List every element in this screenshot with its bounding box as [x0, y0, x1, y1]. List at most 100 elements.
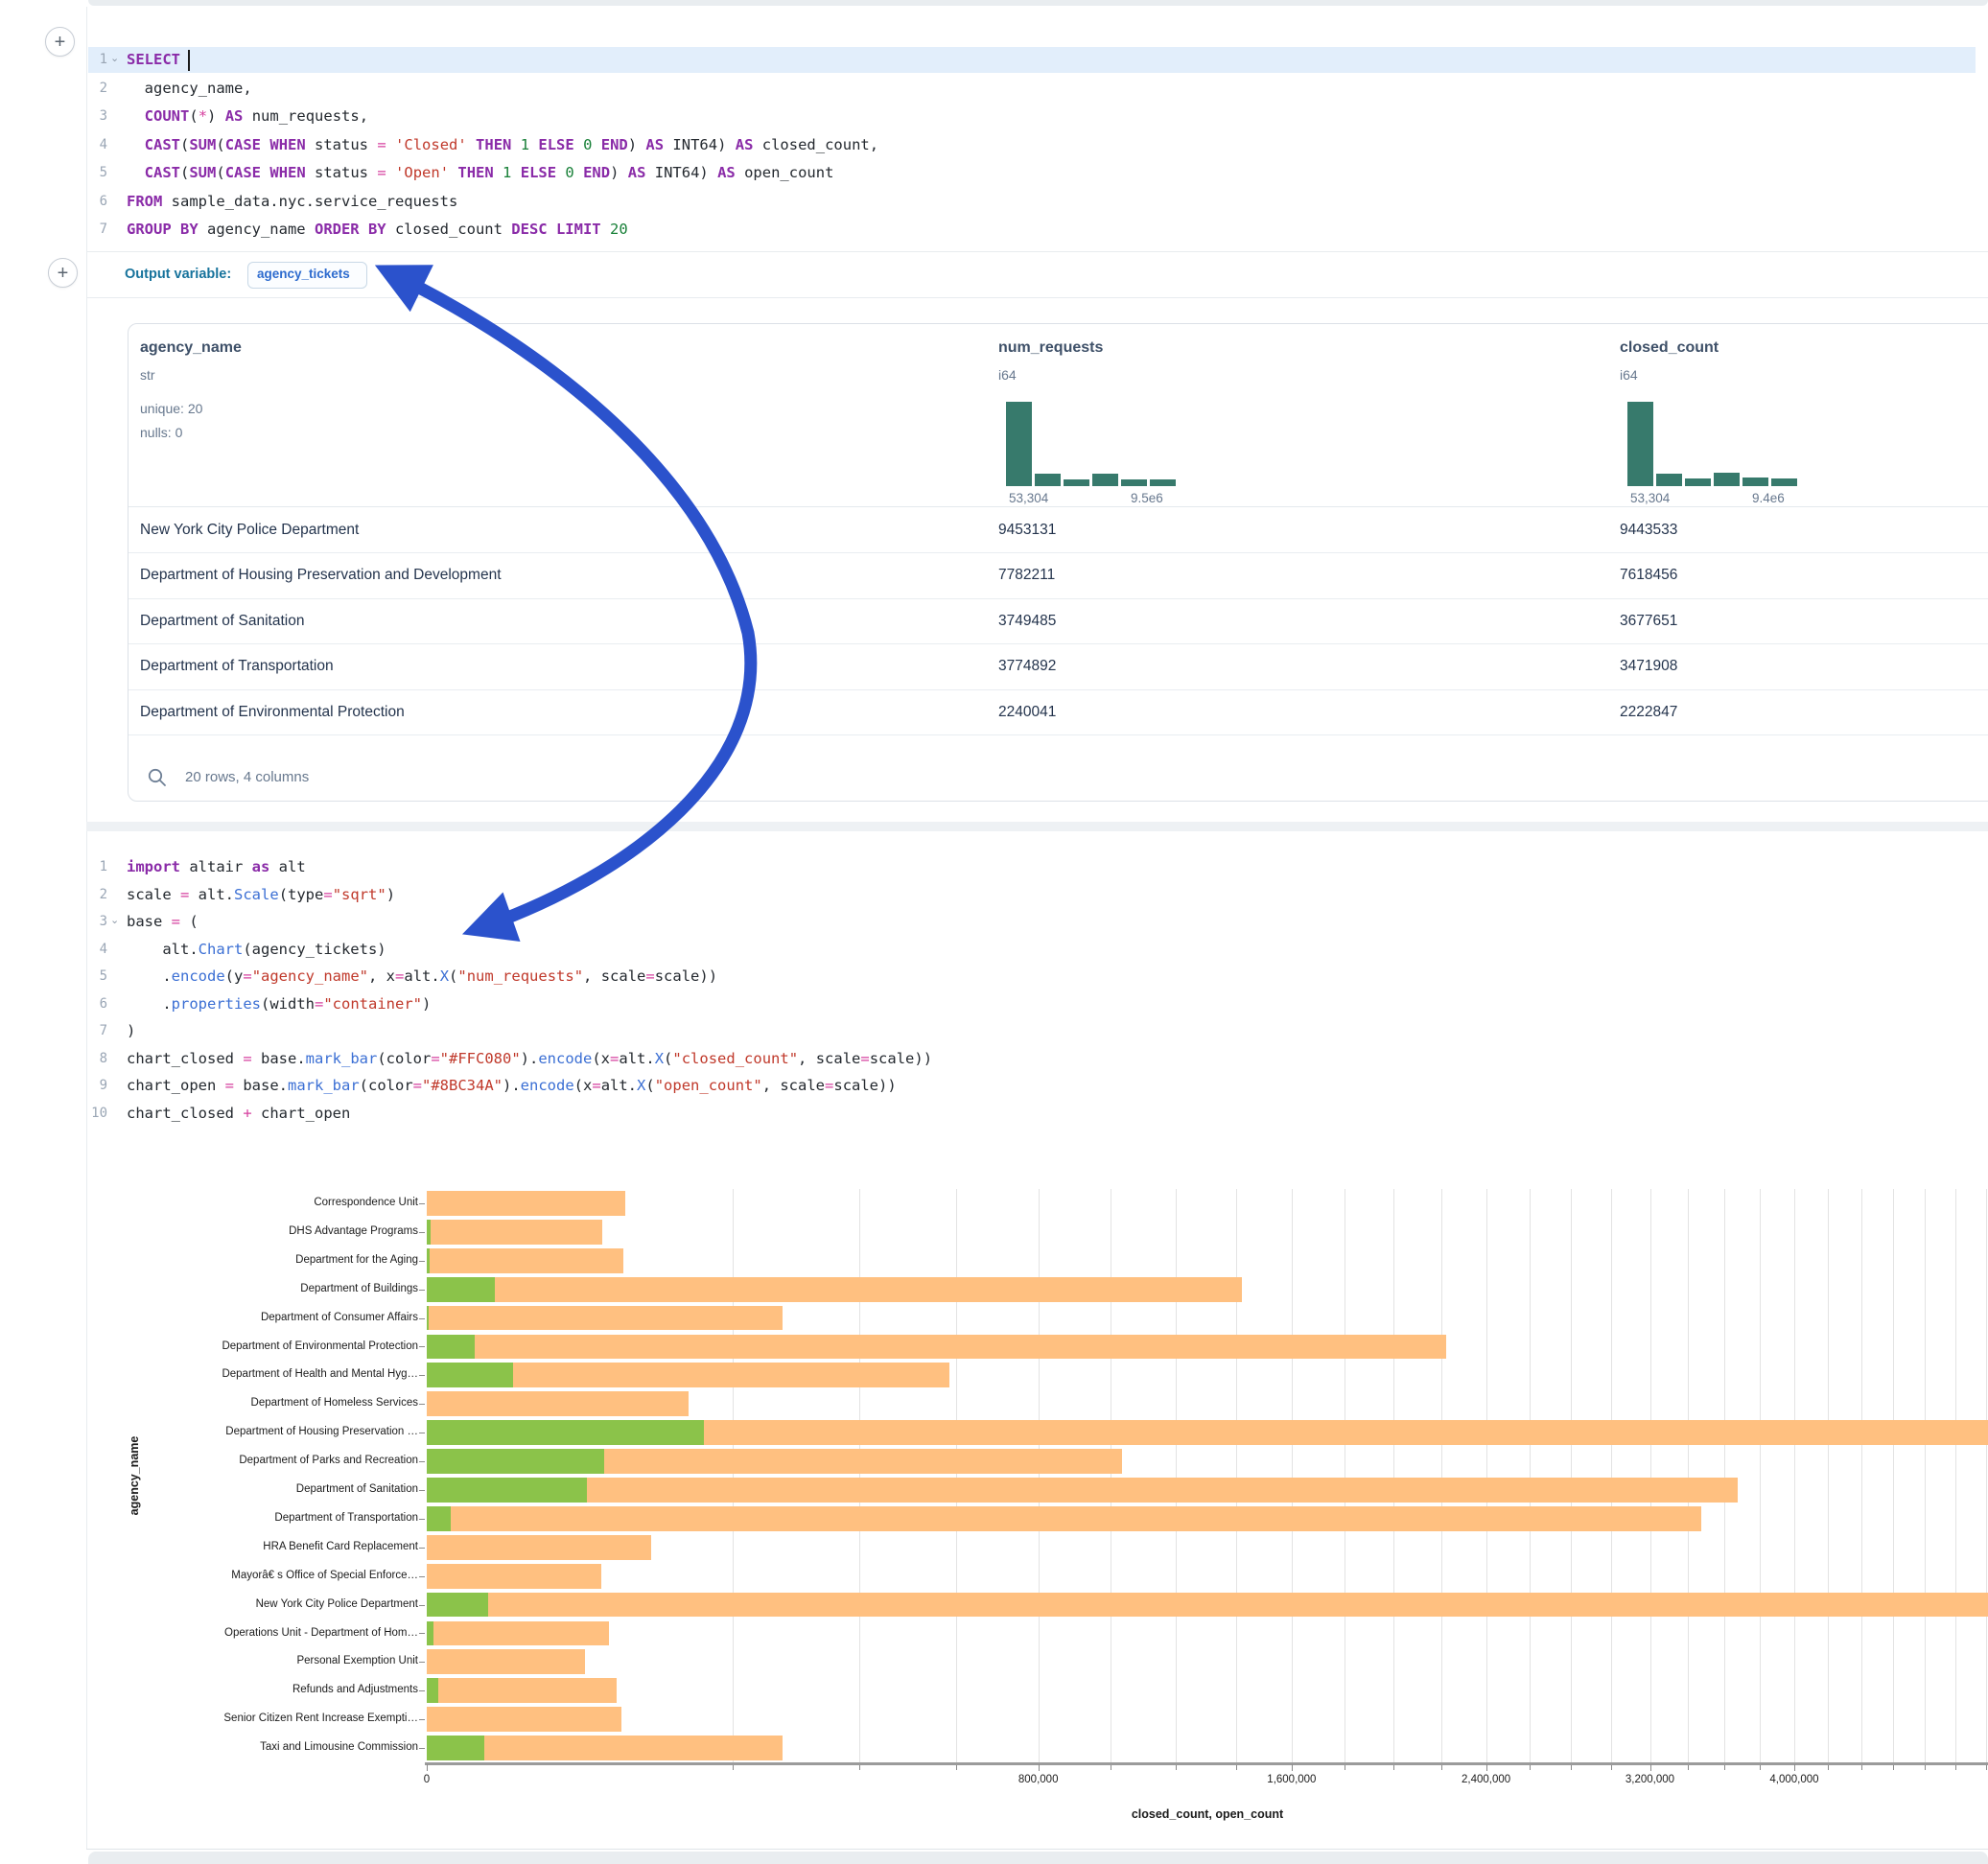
bar-closed-count	[427, 1534, 652, 1560]
x-axis-minor-tick	[858, 1764, 860, 1770]
sql-code-line[interactable]: GROUP BY agency_name ORDER BY closed_cou…	[127, 216, 628, 244]
sql-code-line[interactable]: FROM sample_data.nyc.service_requests	[127, 188, 457, 216]
py-code-line[interactable]: )	[127, 1017, 135, 1045]
y-axis-tick	[419, 1489, 425, 1491]
py-token-fn: Chart	[198, 940, 244, 958]
sql-code-line[interactable]: SELECT	[127, 46, 180, 74]
py-code-line[interactable]: scale = alt.Scale(type="sqrt")	[127, 881, 395, 909]
py-code-line[interactable]: chart_closed = base.mark_bar(color="#FFC…	[127, 1045, 932, 1073]
x-axis-major-tick	[1291, 1764, 1293, 1771]
sql-text-cursor	[188, 50, 190, 71]
py-token-pl: chart_closed	[127, 1049, 244, 1067]
py-token-op: =	[180, 885, 190, 903]
column-header-num_requests[interactable]: num_requests	[998, 339, 1104, 356]
add-cell-button-middle[interactable]: +	[48, 258, 78, 288]
sql-code-line[interactable]: CAST(SUM(CASE WHEN status = 'Closed' THE…	[127, 131, 878, 159]
search-icon[interactable]	[147, 767, 168, 788]
sql-token-kw: SUM	[189, 164, 217, 181]
py-line-number: 6	[99, 995, 107, 1012]
y-axis-label: Department of Buildings	[300, 1282, 418, 1294]
py-token-kw: import	[127, 858, 180, 875]
table-cell: 9443533	[1620, 521, 1678, 538]
py-token-pl: (	[449, 967, 458, 985]
sql-token-str: 'Open'	[395, 164, 450, 181]
table-cell: 7782211	[998, 567, 1056, 583]
y-axis-label: Department of Transportation	[274, 1511, 418, 1524]
py-code-line[interactable]: import altair as alt	[127, 853, 306, 881]
py-code-line[interactable]: chart_open = base.mark_bar(color="#8BC34…	[127, 1072, 897, 1100]
histogram-bar	[1150, 478, 1176, 486]
y-axis-label: Personal Exemption Unit	[296, 1655, 418, 1667]
y-axis-label: Department of Sanitation	[295, 1483, 418, 1495]
sql-token-num: 1	[503, 164, 512, 181]
chart-gridline	[1687, 1189, 1689, 1762]
histogram-bar	[1685, 478, 1711, 486]
bar-open-count	[427, 1478, 588, 1503]
sql-token-pl	[494, 164, 503, 181]
py-token-op: =	[224, 1077, 234, 1094]
sql-code-line[interactable]: CAST(SUM(CASE WHEN status = 'Open' THEN …	[127, 159, 834, 187]
add-cell-button-top[interactable]: +	[45, 27, 75, 57]
sql-token-op: *	[198, 107, 208, 125]
chart-gridline	[1529, 1189, 1531, 1762]
py-code-line[interactable]: alt.Chart(agency_tickets)	[127, 936, 386, 964]
histogram-bar	[1064, 478, 1089, 486]
column-header-closed_count[interactable]: closed_count	[1620, 339, 1719, 356]
py-code-line[interactable]: .properties(width="container")	[127, 990, 431, 1018]
py-code-line[interactable]: base = (	[127, 908, 199, 936]
bar-open-count	[427, 1736, 484, 1760]
py-fold-chevron-icon[interactable]: ⌄	[110, 915, 120, 926]
column-header-agency_name[interactable]: agency_name	[140, 339, 242, 356]
y-axis-tick	[419, 1375, 425, 1377]
output-variable-pill[interactable]: agency_tickets	[247, 262, 367, 289]
x-axis-minor-tick	[1687, 1764, 1689, 1770]
x-axis-tick-label: 3,200,000	[1625, 1774, 1675, 1785]
y-axis-label: Operations Unit - Department of Hom…	[224, 1626, 418, 1639]
y-axis-label: Mayorâ€ s Office of Special Enforce…	[231, 1569, 418, 1581]
y-axis-tick	[419, 1404, 425, 1406]
py-line-number: 4	[99, 941, 107, 957]
py-token-str: "open_count"	[654, 1077, 762, 1094]
py-code-line[interactable]: .encode(y="agency_name", x=alt.X("num_re…	[127, 963, 717, 990]
py-token-pl: alt.	[404, 967, 440, 985]
sql-token-kw: ORDER BY	[314, 221, 386, 238]
sql-fold-chevron-icon[interactable]: ⌄	[110, 53, 120, 64]
sql-code-line[interactable]: COUNT(*) AS num_requests,	[127, 103, 368, 130]
table-row: New York City Police Department 9453131 94…	[129, 507, 1988, 553]
x-axis-tick-label: 0	[423, 1774, 431, 1785]
bar-closed-count	[427, 1247, 624, 1273]
x-axis-major-tick	[1485, 1764, 1487, 1771]
y-axis-label: Department for the Aging	[295, 1253, 418, 1266]
sql-line-number: 5	[99, 165, 107, 180]
py-token-op: =	[243, 967, 252, 985]
sql-token-kw: DESC	[511, 221, 548, 238]
x-axis-tick-label: 4,000,000	[1769, 1774, 1819, 1785]
py-token-op: =	[860, 1049, 870, 1067]
chart-gridline	[1611, 1189, 1612, 1762]
py-token-pl: )	[422, 994, 432, 1013]
y-axis-tick	[419, 1690, 425, 1692]
sql-token-kw: AS	[224, 107, 244, 125]
py-token-pl: scale))	[833, 1077, 897, 1094]
sql-line-number: 2	[99, 80, 107, 96]
py-line-number: 8	[99, 1050, 107, 1066]
python-editor[interactable]: 1 import altair as alt 2 scale = alt.Scale(…	[0, 831, 1988, 1129]
sql-token-kw: WHEN	[269, 164, 306, 181]
sql-token-kw: AS	[645, 135, 665, 153]
sql-token-str: 'Closed'	[395, 135, 467, 153]
column-histogram[interactable]	[1627, 402, 1800, 486]
py-token-pl: ).	[503, 1077, 521, 1094]
sql-token-pl	[261, 136, 269, 153]
chart-gridline	[1893, 1189, 1895, 1762]
sql-code-line[interactable]: agency_name,	[127, 75, 252, 103]
py-code-line[interactable]: chart_closed + chart_open	[127, 1100, 350, 1128]
sql-line-number: 1	[99, 52, 107, 67]
bar-closed-count	[427, 1592, 1988, 1618]
py-token-pl: (	[664, 1049, 673, 1067]
sql-editor[interactable]: 1 ⌄ SELECT 2 agency_name, 3 COUNT(*) AS num_…	[0, 0, 1988, 251]
column-histogram[interactable]	[1006, 402, 1179, 486]
y-axis-tick	[419, 1289, 425, 1291]
chart-gridline	[1759, 1189, 1761, 1762]
sql-line-number: 7	[99, 221, 107, 237]
